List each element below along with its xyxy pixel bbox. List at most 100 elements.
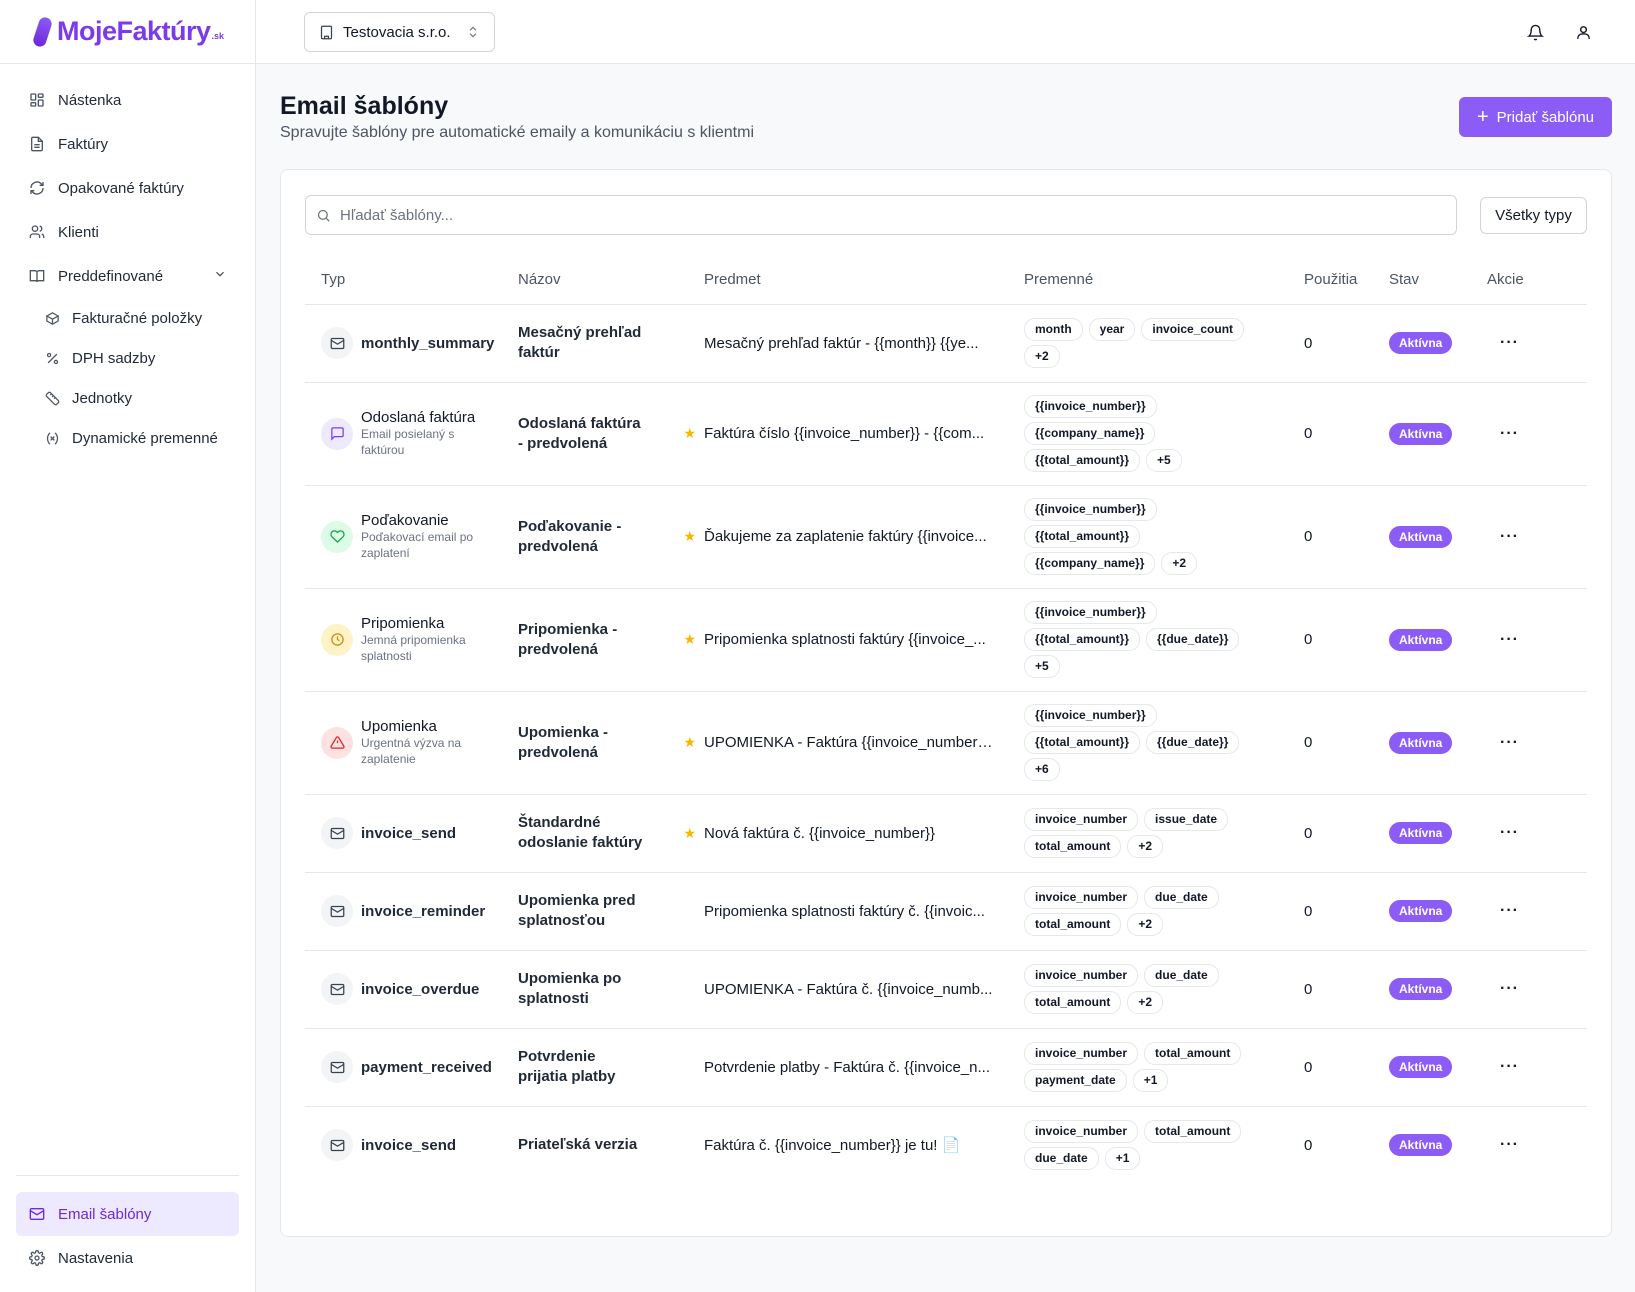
col-header-typ[interactable]: Typ [305,256,518,305]
type-filter-select[interactable]: Všetky typy [1480,197,1587,234]
bell-icon[interactable] [1525,22,1545,42]
col-header-pouzitia[interactable]: Použitia [1304,256,1389,305]
search-input[interactable] [340,206,1440,224]
status-badge: Aktívna [1389,900,1453,922]
template-name[interactable]: Upomienka pred splatnosťou [518,892,636,929]
template-name[interactable]: Potvrdenie prijatia platby [518,1048,616,1085]
table-header-row: Typ Názov Predmet Premenné Použitia Stav… [305,256,1587,305]
cell-variables: invoice_number due_date total_amount +2 [1024,950,1304,1029]
sidebar-item-nastenka[interactable]: Nástenka [16,78,239,122]
sidebar-item-opakovane-faktury[interactable]: Opakované faktúry [16,166,239,210]
sidebar-item-klienti[interactable]: Klienti [16,210,239,254]
variable-chip: {{due_date}} [1146,731,1240,754]
more-actions-icon[interactable]: ··· [1500,902,1519,919]
sidebar-item-email-sablony[interactable]: Email šablóny [16,1192,239,1236]
type-text: Odoslaná faktúra Email posielaný s faktúr… [361,409,491,458]
sidebar-item-label: Email šablóny [58,1205,152,1223]
variables-list: invoice_number issue_date total_amount +2 [1024,805,1254,861]
table-row[interactable]: Upomienka Urgentná výzva na zaplatenie Upo… [305,691,1587,795]
table-row[interactable]: invoice_reminder Upomienka pred splatnosť… [305,872,1587,951]
type-cell: Poďakovanie Poďakovací email po zaplatení [321,512,518,561]
table-row[interactable]: invoice_send Štandardné odoslanie faktúry… [305,794,1587,873]
template-subject: Nová faktúra č. {{invoice_number}} [704,824,935,842]
more-actions-icon[interactable]: ··· [1500,980,1519,997]
type-name: invoice_overdue [361,980,480,998]
table-row[interactable]: payment_received Potvrdenie prijatia plat… [305,1028,1587,1107]
template-subject: UPOMIENKA - Faktúra č. {{invoice_numb... [704,980,993,998]
col-header-stav[interactable]: Stav [1389,256,1487,305]
type-description: Urgentná výzva na zaplatenie [361,736,462,766]
table-row[interactable]: Pripomienka Jemná pripomienka splatnosti P… [305,588,1587,692]
variable-chip: {{invoice_number}} [1024,601,1157,624]
more-actions-icon[interactable]: ··· [1500,527,1519,545]
template-name[interactable]: Upomienka po splatnosti [518,970,622,1007]
cell-name: Upomienka po splatnosti [518,950,704,1029]
name-cell: Mesačný prehľad faktúr [518,323,704,363]
type-name: monthly_summary [361,334,495,352]
sidebar-subitem-label: Fakturačné položky [72,309,203,327]
table-row[interactable]: Odoslaná faktúra Email posielaný s faktúr… [305,382,1587,486]
user-icon[interactable] [1573,22,1593,42]
more-actions-icon[interactable]: ··· [1500,1136,1519,1154]
name-cell: Upomienka po splatnosti [518,969,704,1009]
uses-count: 0 [1304,631,1313,648]
table-row[interactable]: monthly_summary Mesačný prehľad faktúr Mes… [305,304,1587,383]
sidebar-item-faktury[interactable]: Faktúry [16,122,239,166]
search-box[interactable] [305,195,1457,235]
col-header-predmet[interactable]: Predmet [704,256,1024,305]
col-header-nazov[interactable]: Názov [518,256,704,305]
logo[interactable]: MojeFaktúry .sk [0,0,255,64]
uses-count: 0 [1304,824,1313,842]
sidebar-item-nastavenia[interactable]: Nastavenia [16,1236,239,1280]
template-name[interactable]: Pripomienka - predvolená [518,620,618,658]
variable-chip: {{invoice_number}} [1024,704,1157,727]
more-actions-icon[interactable]: ··· [1500,824,1519,841]
cell-actions: ··· [1487,382,1587,486]
template-subject: Faktúra číslo {{invoice_number}} - {{com… [704,425,985,442]
variables-list: invoice_number due_date total_amount +2 [1024,961,1254,1017]
type-text: Upomienka Urgentná výzva na zaplatenie [361,718,491,767]
uses-count: 0 [1304,1136,1313,1154]
template-name[interactable]: Priateľská verzia [518,1136,638,1154]
type-cell: invoice_send [321,1129,518,1162]
table-row[interactable]: invoice_send Priateľská verzia Faktúra č. … [305,1106,1587,1184]
cell-subject: Potvrdenie platby - Faktúra č. {{invoice… [704,1028,1024,1107]
more-actions-icon[interactable]: ··· [1500,424,1519,442]
gear-icon [28,1249,46,1267]
cell-type: invoice_reminder [305,872,518,951]
sidebar-item-preddefinovane[interactable]: Preddefinované [16,254,239,298]
company-selector[interactable]: Testovacia s.r.o. [304,12,495,52]
message-icon [321,417,353,450]
template-name[interactable]: Odoslaná faktúra - predvolená [518,414,641,452]
book-icon [28,267,46,285]
more-actions-icon[interactable]: ··· [1500,733,1519,751]
variable-chip: total_amount [1144,1042,1242,1065]
cell-subject: Ďakujeme za zaplatenie faktúry {{invoice… [704,485,1024,589]
sidebar-subitem-dynamicke-premenne[interactable]: Dynamické premenné [32,418,239,458]
chevron-down-icon[interactable] [213,267,227,285]
template-name[interactable]: Upomienka - predvolená [518,723,609,761]
sidebar-subitem-jednotky[interactable]: Jednotky [32,378,239,418]
variable-chip: +5 [1146,449,1182,472]
variable-chip: {{invoice_number}} [1024,498,1157,521]
type-text: invoice_reminder [361,903,485,920]
sidebar-subitem-label: Jednotky [72,389,133,407]
more-actions-icon[interactable]: ··· [1500,1058,1519,1075]
table-row[interactable]: invoice_overdue Upomienka po splatnosti UP… [305,950,1587,1029]
cell-status: Aktívna [1389,872,1487,951]
cell-status: Aktívna [1389,794,1487,873]
status-badge: Aktívna [1389,1134,1453,1157]
cell-uses: 0 [1304,304,1389,383]
add-template-button[interactable]: + Pridať šablónu [1459,97,1612,137]
variables-list: invoice_number total_amount due_date +1 [1024,1117,1254,1173]
cell-variables: month year invoice_count +2 [1024,304,1304,383]
sidebar-subitem-dph-sadzby[interactable]: DPH sadzby [32,338,239,378]
template-name[interactable]: Mesačný prehľad faktúr [518,324,642,361]
table-row[interactable]: Poďakovanie Poďakovací email po zaplatení… [305,485,1587,589]
more-actions-icon[interactable]: ··· [1500,334,1519,351]
template-name[interactable]: Poďakovanie - predvolená [518,517,622,555]
sidebar-subitem-fakturacne-polozky[interactable]: Fakturačné položky [32,298,239,338]
more-actions-icon[interactable]: ··· [1500,630,1519,648]
template-name[interactable]: Štandardné odoslanie faktúry [518,814,643,851]
status-badge: Aktívna [1389,731,1453,754]
